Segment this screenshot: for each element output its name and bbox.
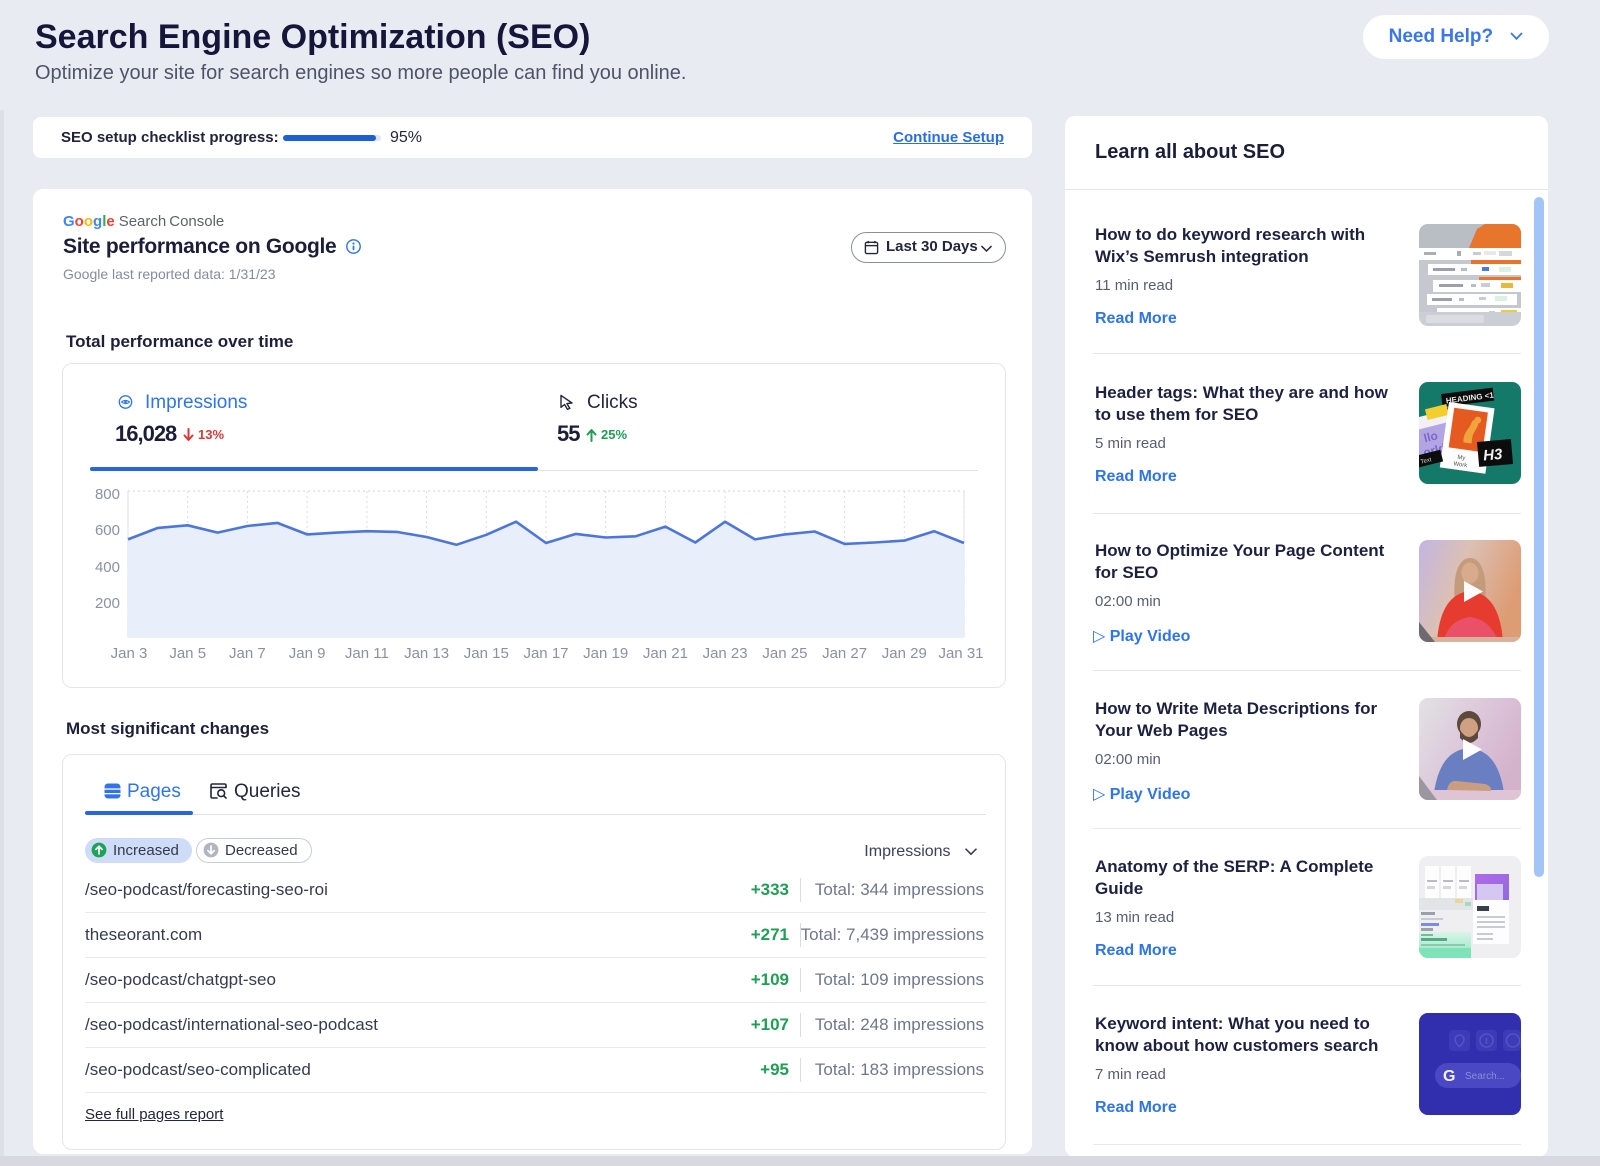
svg-text:Jan 5: Jan 5 <box>169 645 206 662</box>
svg-text:Jan 7: Jan 7 <box>229 645 266 662</box>
svg-text:Work: Work <box>1453 461 1469 469</box>
svg-text:800: 800 <box>95 486 120 503</box>
svg-text:200: 200 <box>95 595 120 612</box>
svg-text:400: 400 <box>95 559 120 576</box>
svg-text:Jan 21: Jan 21 <box>643 645 688 662</box>
svg-text:G: G <box>1443 1068 1455 1085</box>
svg-text:Jan 9: Jan 9 <box>289 645 326 662</box>
svg-text:Text: Text <box>1420 457 1432 466</box>
svg-text:600: 600 <box>95 522 120 539</box>
svg-text:Jan 31: Jan 31 <box>938 645 983 662</box>
svg-text:Jan 27: Jan 27 <box>822 645 867 662</box>
svg-text:Jan 23: Jan 23 <box>703 645 748 662</box>
svg-text:Jan 15: Jan 15 <box>464 645 509 662</box>
svg-text:Search...: Search... <box>1465 1071 1505 1082</box>
svg-text:Jan 11: Jan 11 <box>345 645 389 662</box>
svg-text:Jan 29: Jan 29 <box>882 645 927 662</box>
svg-text:llo: llo <box>1422 428 1439 445</box>
svg-text:My: My <box>1457 455 1466 462</box>
svg-text:Jan 19: Jan 19 <box>583 645 628 662</box>
svg-text:Jan 25: Jan 25 <box>762 645 807 662</box>
svg-text:H3: H3 <box>1483 446 1504 465</box>
svg-text:Jan 13: Jan 13 <box>404 645 449 662</box>
svg-text:Jan 17: Jan 17 <box>523 645 568 662</box>
svg-text:Jan 3: Jan 3 <box>111 645 148 662</box>
